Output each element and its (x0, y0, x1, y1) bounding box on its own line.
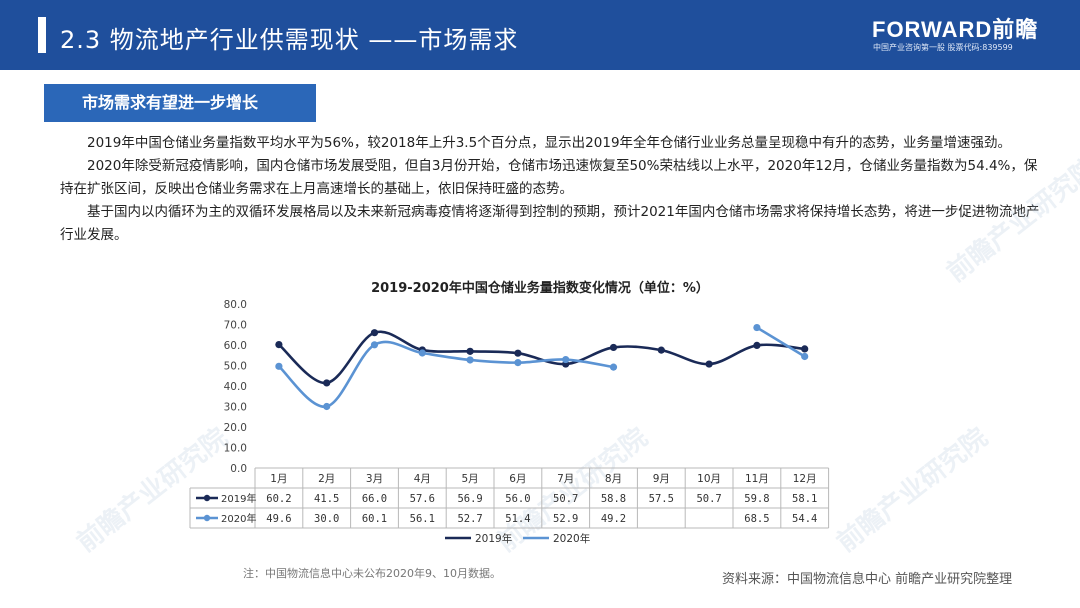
table-series-label: 2020年 (221, 512, 256, 525)
data-label: 50.7 (696, 493, 721, 505)
x-category-label: 12月 (793, 473, 817, 485)
data-point (466, 347, 474, 355)
data-label: 56.0 (505, 493, 530, 505)
y-tick-label: 80.0 (224, 299, 247, 311)
data-label: 66.0 (362, 493, 387, 505)
data-label: 52.7 (457, 513, 482, 525)
x-category-label: 2月 (318, 473, 335, 485)
data-label: 60.2 (266, 493, 291, 505)
data-point (657, 346, 665, 354)
data-point (514, 359, 522, 367)
y-tick-label: 10.0 (224, 443, 247, 455)
y-tick-label: 40.0 (224, 381, 247, 393)
source-note: 资料来源：中国物流信息中心 前瞻产业研究院整理 (722, 572, 1013, 587)
intro-text: 2019年中国仓储业务量指数平均水平为56%，较2018年上升3.5个百分点，显… (60, 132, 1045, 247)
series-line (278, 330, 805, 385)
data-point (609, 343, 618, 352)
table-legend-marker (203, 514, 211, 522)
y-tick-label: 70.0 (224, 320, 247, 332)
paragraph-1: 2019年中国仓储业务量指数平均水平为56%，较2018年上升3.5个百分点，显… (87, 135, 1012, 151)
data-point (514, 349, 522, 357)
data-label: 60.1 (362, 513, 387, 525)
data-point (753, 341, 761, 350)
data-label: 50.7 (553, 493, 578, 505)
data-label: 56.1 (410, 513, 435, 525)
table-legend-marker (203, 494, 211, 502)
x-category-label: 9月 (653, 473, 670, 485)
data-point (275, 362, 283, 370)
data-point (275, 340, 283, 349)
line-chart: 2019-2020年中国仓储业务量指数变化情况（单位：%） 0.0 10.0 20.0… (189, 280, 830, 545)
x-category-label: 8月 (605, 473, 622, 485)
data-label: 58.1 (792, 493, 817, 505)
paragraph-2: 2020年除受新冠疫情影响，国内仓储市场发展受阻，但自3月份开始，仓储市场迅速恢… (60, 158, 1038, 197)
chart-footnote: 注：中国物流信息中心未公布2020年9、10月数据。 (243, 567, 501, 580)
x-category-label: 6月 (509, 473, 526, 485)
data-point (609, 363, 618, 371)
legend-label: 2020年 (553, 532, 590, 545)
x-category-label: 11月 (745, 473, 769, 485)
y-tick-label: 50.0 (224, 361, 247, 373)
data-label: 57.6 (410, 493, 435, 505)
table-series-label: 2019年 (221, 492, 256, 505)
x-category-label: 7月 (557, 473, 574, 485)
header-banner: 2.3 物流地产行业供需现状 ——市场需求 FORWARD前瞻 中国产业咨询第一… (0, 0, 1080, 70)
chart-title: 2019-2020年中国仓储业务量指数变化情况（单位：%） (371, 280, 709, 296)
y-tick-label: 60.0 (224, 340, 247, 352)
data-point (323, 402, 331, 411)
x-category-label: 3月 (366, 473, 383, 485)
data-point (562, 355, 570, 364)
data-point (801, 345, 809, 353)
data-point (323, 379, 331, 387)
data-point (801, 352, 809, 361)
brand-logo: FORWARD前瞻 (872, 17, 1039, 42)
data-label: 51.4 (505, 513, 530, 525)
section-heading: 市场需求有望进一步增长 (44, 84, 316, 122)
y-tick-label: 0.0 (230, 463, 247, 475)
x-category-label: 4月 (414, 473, 431, 485)
data-point (418, 349, 426, 357)
y-tick-label: 20.0 (224, 422, 247, 434)
data-label: 56.9 (457, 493, 482, 505)
data-label: 30.0 (314, 513, 339, 525)
data-label: 68.5 (744, 513, 769, 525)
legend-label: 2019年 (475, 532, 512, 545)
data-label: 52.9 (553, 513, 578, 525)
paragraph-3: 基于国内以内循环为主的双循环发展格局以及未来新冠病毒疫情将逐渐得到控制的预期，预… (60, 204, 1040, 243)
data-label: 49.2 (601, 513, 626, 525)
x-category-label: 10月 (697, 473, 721, 485)
data-label: 58.8 (601, 493, 626, 505)
data-point (753, 323, 761, 332)
data-point (705, 360, 713, 368)
data-label: 57.5 (649, 493, 674, 505)
brand-tagline: 中国产业咨询第一股 股票代码:839599 (873, 43, 1013, 52)
x-category-label: 5月 (462, 473, 479, 485)
header-accent-bar (38, 17, 46, 53)
page-title: 2.3 物流地产行业供需现状 ——市场需求 (60, 26, 519, 54)
data-point (370, 341, 379, 349)
data-label: 54.4 (792, 513, 817, 525)
data-point (370, 329, 379, 337)
data-point (466, 356, 474, 364)
data-label: 49.6 (266, 513, 291, 525)
data-label: 59.8 (744, 493, 769, 505)
data-label: 41.5 (314, 493, 339, 505)
series-line (756, 326, 806, 358)
x-category-label: 1月 (270, 473, 287, 485)
y-tick-label: 30.0 (224, 402, 247, 414)
